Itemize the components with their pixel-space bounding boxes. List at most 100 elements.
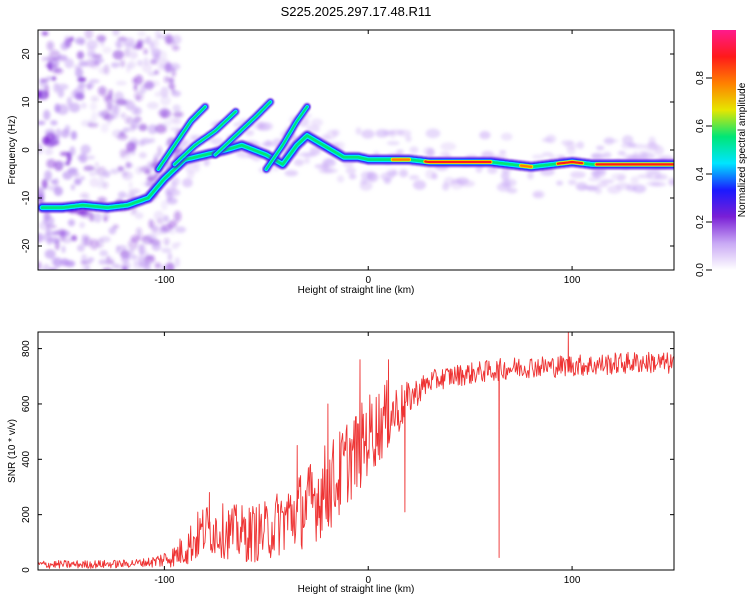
noise-blob xyxy=(408,175,420,181)
noise-blob xyxy=(167,220,178,229)
noise-blob xyxy=(533,192,543,198)
noise-blob xyxy=(59,151,71,157)
noise-blob xyxy=(212,137,224,146)
colorbar-gradient xyxy=(712,30,736,270)
noise-blob xyxy=(171,118,182,125)
noise-blob xyxy=(67,167,78,174)
noise-blob xyxy=(102,212,110,221)
noise-blob xyxy=(89,177,100,188)
noise-blob xyxy=(143,256,156,264)
snr-xlabel: Height of straight line (km) xyxy=(298,584,415,595)
noise-blob xyxy=(602,151,612,159)
noise-blob xyxy=(97,110,105,118)
noise-blob xyxy=(386,141,400,146)
noise-blob xyxy=(617,150,626,156)
figure-title: S225.2025.297.17.48.R11 xyxy=(281,4,432,19)
noise-blob xyxy=(57,88,65,98)
ridge-layer xyxy=(173,110,237,166)
noise-blob xyxy=(256,122,270,131)
noise-blob xyxy=(119,59,126,68)
noise-blob xyxy=(391,169,398,177)
noise-blob xyxy=(94,57,105,64)
noise-blob xyxy=(71,172,80,177)
noise-blob xyxy=(596,182,609,188)
noise-blob xyxy=(100,123,109,133)
noise-blob xyxy=(405,134,412,143)
snr-ylabel: SNR (10 * v/v) xyxy=(7,419,18,483)
noise-blob xyxy=(171,90,181,97)
noise-blob xyxy=(80,264,91,270)
noise-blob xyxy=(669,179,674,186)
noise-blob xyxy=(459,180,475,188)
noise-blob xyxy=(38,120,46,125)
ridge-diagonal-streak-3 xyxy=(211,97,275,159)
noise-blob xyxy=(43,109,51,121)
noise-blob xyxy=(45,132,56,142)
noise-blob xyxy=(161,247,172,254)
spectrogram-ytick-label: -20 xyxy=(21,238,32,253)
noise-blob xyxy=(112,30,120,37)
noise-blob xyxy=(154,91,162,98)
noise-blob xyxy=(590,169,606,178)
noise-blob xyxy=(128,248,135,255)
noise-blob xyxy=(168,62,181,71)
noise-blob xyxy=(41,31,49,36)
noise-blob xyxy=(169,127,182,132)
noise-blob xyxy=(115,98,128,106)
colorbar-tick-label: 0.6 xyxy=(695,119,706,133)
noise-blob xyxy=(38,89,43,100)
noise-blob xyxy=(396,129,412,137)
noise-blob xyxy=(53,82,60,93)
noise-blob xyxy=(62,171,73,180)
noise-blob xyxy=(151,242,162,251)
noise-blob xyxy=(106,115,112,125)
noise-blob xyxy=(140,84,147,94)
noise-blob xyxy=(44,170,52,181)
noise-blob xyxy=(596,145,605,151)
noise-blob xyxy=(109,168,119,175)
noise-blob xyxy=(134,74,144,86)
noise-blob xyxy=(499,150,507,155)
noise-blob xyxy=(630,176,639,185)
noise-blob xyxy=(38,144,43,154)
noise-blob xyxy=(142,62,153,73)
noise-blob xyxy=(48,49,61,61)
noise-blob xyxy=(108,256,115,264)
noise-blob xyxy=(108,89,114,99)
colorbar-tick-label: 0.0 xyxy=(695,263,706,277)
noise-blob xyxy=(125,162,134,168)
noise-blob xyxy=(423,146,435,156)
noise-blob xyxy=(284,169,298,177)
noise-blob xyxy=(59,230,66,242)
snr-plot-area xyxy=(38,332,674,569)
core-line xyxy=(520,164,533,168)
snr-axes: -100 0 100 0 200 400 600 800 xyxy=(21,332,674,586)
noise-blob xyxy=(99,172,105,184)
noise-blob xyxy=(171,176,180,186)
noise-blob xyxy=(77,82,86,89)
noise-blob xyxy=(570,171,586,179)
noise-blob xyxy=(120,255,130,263)
noise-blob xyxy=(375,129,390,138)
colorbar-tick-label: 0.2 xyxy=(695,215,706,229)
noise-blob xyxy=(43,215,55,226)
colorbar: 0.0 0.2 0.4 0.6 0.8 Normalized spectral ampl… xyxy=(695,30,748,277)
noise-blob xyxy=(576,141,585,149)
noise-blob xyxy=(139,138,152,145)
noise-blob xyxy=(302,152,317,158)
noise-blob xyxy=(156,218,165,225)
spectrogram-noise-blobs xyxy=(38,30,674,270)
snr-series-line xyxy=(38,332,674,569)
noise-blob xyxy=(479,130,491,140)
noise-blob xyxy=(121,266,128,270)
colorbar-tick-label: 0.8 xyxy=(695,71,706,85)
noise-blob xyxy=(380,172,394,181)
noise-blob xyxy=(65,161,71,166)
noise-blob xyxy=(157,34,166,39)
noise-blob xyxy=(112,129,123,138)
noise-blob xyxy=(137,31,146,37)
snr-ytick-label: 0 xyxy=(21,567,32,573)
noise-blob xyxy=(126,141,137,152)
